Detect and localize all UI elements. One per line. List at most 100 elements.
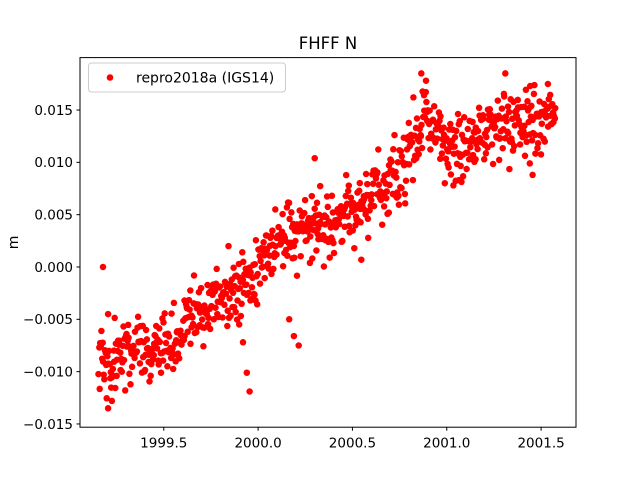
data-point — [121, 387, 129, 394]
data-point — [190, 272, 198, 279]
data-point — [357, 219, 364, 226]
data-point — [460, 114, 468, 121]
data-point — [391, 131, 398, 139]
data-point — [293, 272, 301, 279]
data-point — [474, 127, 482, 135]
data-point — [538, 120, 546, 127]
data-point — [375, 146, 382, 153]
data-point — [489, 160, 497, 168]
y-tick-label: 0.015 — [34, 103, 73, 119]
data-point — [467, 143, 474, 151]
data-point — [551, 104, 559, 112]
data-point — [101, 376, 108, 383]
data-point — [109, 365, 117, 373]
y-tick-label: −0.005 — [23, 312, 73, 328]
data-point — [216, 283, 224, 290]
data-point-outlier — [450, 182, 457, 189]
data-point — [261, 274, 268, 282]
data-point-outlier — [104, 405, 112, 412]
data-point — [510, 142, 518, 150]
data-point — [438, 150, 446, 157]
data-point — [408, 139, 416, 146]
data-point — [395, 201, 403, 208]
data-point — [159, 357, 167, 364]
data-point — [313, 199, 321, 207]
data-point — [224, 322, 231, 330]
data-point — [524, 98, 531, 105]
y-tick-label: 0.000 — [34, 260, 73, 276]
data-point — [368, 191, 375, 198]
data-point — [165, 333, 173, 340]
data-point — [229, 289, 237, 297]
data-point — [390, 146, 397, 153]
data-point — [212, 304, 219, 311]
data-point — [330, 239, 337, 247]
data-point — [290, 242, 298, 250]
data-point — [472, 156, 479, 163]
data-point — [126, 370, 133, 378]
data-point — [198, 316, 206, 323]
data-point — [204, 281, 211, 289]
data-point — [430, 103, 438, 110]
y-tick-label: −0.010 — [23, 364, 73, 380]
data-point — [279, 262, 287, 270]
data-point — [273, 251, 280, 258]
data-point — [155, 361, 162, 368]
data-point — [301, 209, 308, 217]
data-point — [118, 368, 126, 375]
data-point — [329, 209, 337, 216]
data-point — [328, 192, 336, 200]
data-point — [483, 133, 490, 141]
legend-marker-icon — [106, 74, 114, 81]
data-point — [113, 372, 120, 380]
data-point — [422, 88, 430, 96]
data-point — [189, 314, 196, 321]
data-point — [237, 312, 245, 320]
data-point — [393, 174, 400, 181]
data-point — [185, 296, 193, 304]
data-point — [491, 123, 499, 131]
data-point — [464, 149, 471, 156]
data-point — [417, 132, 425, 140]
data-point — [506, 165, 513, 173]
data-point — [230, 264, 237, 271]
data-point-outlier — [358, 256, 365, 263]
data-point — [127, 381, 134, 388]
data-point — [213, 265, 220, 273]
data-point — [211, 288, 219, 295]
data-point — [251, 260, 259, 268]
data-point — [245, 289, 252, 297]
data-point — [505, 108, 513, 116]
data-point — [142, 326, 150, 334]
data-point — [401, 190, 409, 198]
data-point — [522, 86, 530, 94]
data-point — [292, 237, 299, 245]
data-point — [157, 369, 165, 376]
data-point-outlier — [422, 77, 430, 84]
y-axis: −0.015 −0.010 −0.005 0.000 0.005 0.010 0.015 — [23, 103, 80, 433]
data-point — [248, 284, 256, 291]
data-point — [345, 222, 353, 230]
data-point — [130, 342, 137, 350]
data-point — [531, 81, 538, 89]
data-point — [111, 314, 118, 322]
data-point — [546, 91, 554, 99]
data-point — [136, 360, 144, 367]
data-point — [227, 312, 234, 320]
data-point — [528, 102, 535, 110]
data-point — [265, 265, 272, 272]
data-point — [326, 254, 333, 261]
data-point — [105, 347, 113, 355]
data-point — [256, 280, 264, 287]
data-point — [441, 179, 449, 187]
data-point — [164, 363, 171, 370]
data-point — [342, 192, 350, 200]
data-point — [383, 188, 391, 195]
data-point — [187, 287, 194, 294]
data-point — [267, 232, 275, 240]
data-point — [488, 141, 496, 148]
data-point — [240, 258, 247, 266]
data-point — [356, 179, 364, 187]
data-point — [103, 395, 110, 402]
data-point — [388, 158, 395, 165]
